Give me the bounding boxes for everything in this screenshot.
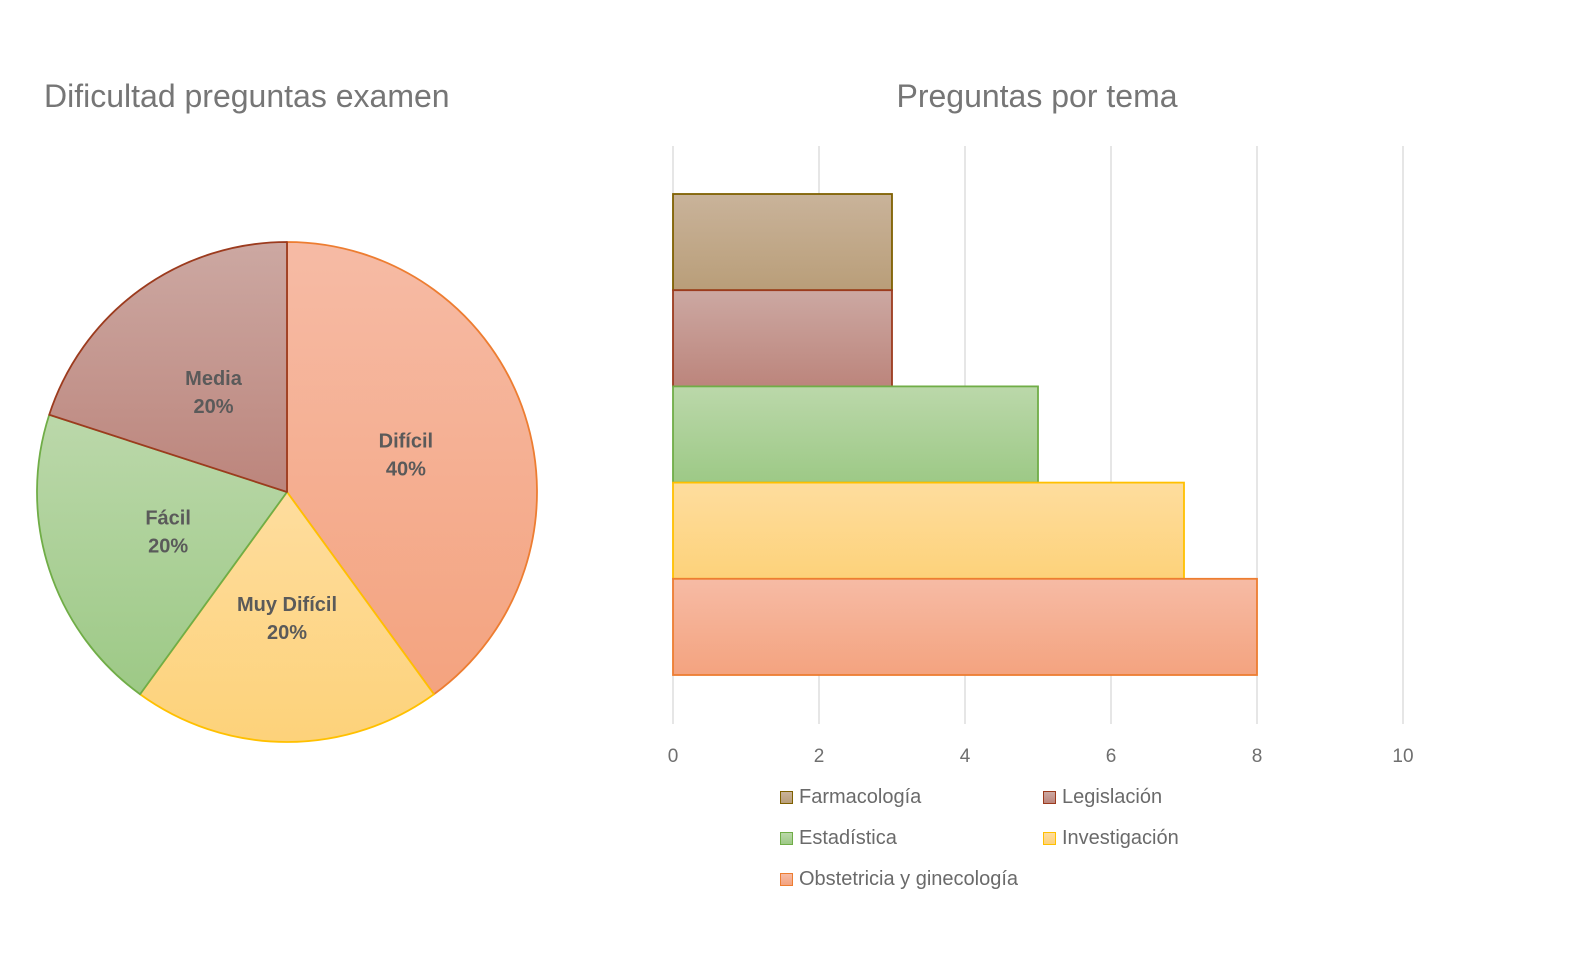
legend-item-farmacologia: Farmacología xyxy=(780,786,921,809)
x-tick-label-0: 0 xyxy=(668,746,679,767)
bar-estadistica xyxy=(672,385,1039,484)
legend-item-investigacion: Investigación xyxy=(1043,827,1179,850)
pie-chart-title: Dificultad preguntas examen xyxy=(44,78,450,114)
pie-label-dificil: Difícil xyxy=(379,430,433,452)
bar-legislacion xyxy=(672,289,893,388)
bar-investigacion xyxy=(672,481,1185,580)
pie-slice-dificil xyxy=(286,241,538,696)
x-tick-label-4: 4 xyxy=(960,746,971,767)
legend-item-legislacion: Legislación xyxy=(1043,786,1162,809)
pie-percent-facil: 20% xyxy=(148,536,188,558)
legend-swatch-obstetricia-y-ginecologia xyxy=(780,873,793,886)
legend-label-investigacion: Investigación xyxy=(1062,827,1179,849)
x-tick-label-2: 2 xyxy=(814,746,825,767)
pie-slice-media xyxy=(48,241,288,493)
legend-label-estadistica: Estadística xyxy=(799,827,897,849)
legend-swatch-investigacion xyxy=(1043,832,1056,845)
legend-swatch-farmacologia xyxy=(780,791,793,804)
pie-chart: Difícil 40% Muy Difícil 20% Fácil 20% Media 20% xyxy=(36,241,538,743)
x-tick-label-8: 8 xyxy=(1252,746,1263,767)
bar-chart-title: Preguntas por tema xyxy=(896,78,1178,114)
legend-swatch-legislacion xyxy=(1043,791,1056,804)
legend-item-estadistica: Estadística xyxy=(780,827,897,850)
pie-percent-dificil: 40% xyxy=(386,458,426,480)
pie-label-muy-dificil: Muy Difícil xyxy=(237,594,337,616)
pie-chart-panel: Dificultad preguntas examen Difícil 40% Mu… xyxy=(0,0,620,954)
pie-percent-media: 20% xyxy=(194,396,234,418)
bar-farmacologia xyxy=(672,193,893,292)
pie-slice-muy-dificil xyxy=(139,491,435,743)
legend-label-legislacion: Legislación xyxy=(1062,786,1163,808)
legend-item-obstetricia-y-ginecologia: Obstetricia y ginecología xyxy=(780,868,1018,891)
legend-swatch-estadistica xyxy=(780,832,793,845)
pie-label-media: Media xyxy=(185,368,243,390)
bar-chart: 0 2 4 6 8 10 xyxy=(668,146,1414,767)
pie-label-facil: Fácil xyxy=(145,508,191,530)
bar-chart-panel: Preguntas por tema 0 2 4 6 8 10 Farmacología L… xyxy=(620,0,1592,954)
pie-slice-facil xyxy=(36,413,288,696)
legend-label-obstetricia-y-ginecologia: Obstetricia y ginecología xyxy=(799,868,1019,890)
x-tick-label-10: 10 xyxy=(1392,746,1413,767)
bar-obstetricia-y-ginecologia xyxy=(672,577,1258,676)
pie-percent-muy-dificil: 20% xyxy=(267,622,307,644)
x-tick-label-6: 6 xyxy=(1106,746,1117,767)
legend-label-farmacologia: Farmacología xyxy=(799,786,922,808)
